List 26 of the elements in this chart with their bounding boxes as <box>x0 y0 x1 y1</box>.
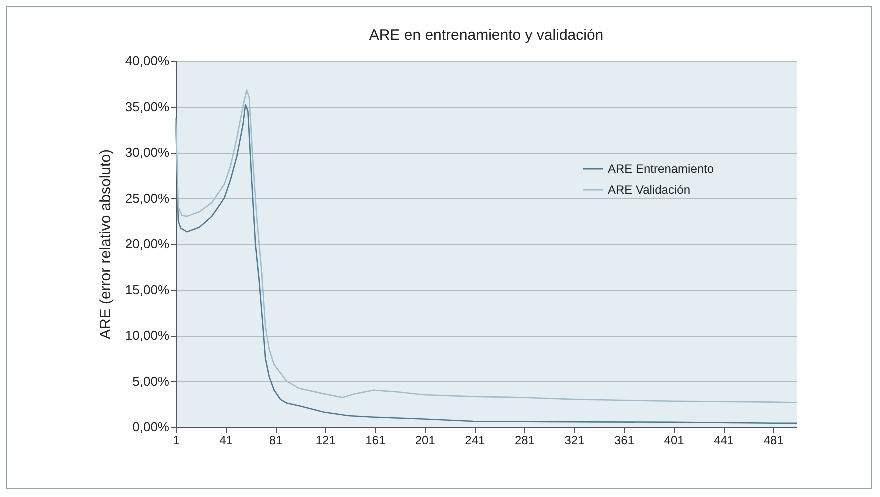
x-tick-label: 321 <box>564 434 586 448</box>
x-tick-label: 361 <box>614 434 635 448</box>
x-tick-label: 121 <box>316 434 336 448</box>
y-tick-label: 30,00% <box>125 145 170 160</box>
legend-label: ARE Entrenamiento <box>608 162 714 176</box>
chart-title: ARE en entrenamiento y validación <box>369 27 604 44</box>
y-tick-label: 40,00% <box>125 54 170 68</box>
x-tick-label: 281 <box>514 434 536 448</box>
x-tick-label: 161 <box>366 434 386 448</box>
x-tick-label: 201 <box>415 434 436 448</box>
x-tick-label: 401 <box>664 434 685 448</box>
y-tick-label: 10,00% <box>125 328 170 343</box>
x-tick-label: 481 <box>764 434 784 448</box>
y-tick-label: 20,00% <box>125 236 170 252</box>
y-tick-label: 0,00% <box>132 420 170 434</box>
x-tick-label: 241 <box>465 434 486 448</box>
y-tick-label: 25,00% <box>125 190 170 206</box>
x-tick-label: 441 <box>714 434 734 448</box>
y-tick-label: 15,00% <box>125 282 170 298</box>
y-tick-label: 5,00% <box>132 374 170 389</box>
x-tick-label: 1 <box>173 434 180 448</box>
legend-label: ARE Validación <box>608 183 690 197</box>
y-tick-label: 35,00% <box>125 99 170 114</box>
y-axis-title: ARE (error relativo absoluto) <box>97 149 114 340</box>
x-tick-label: 41 <box>220 434 234 448</box>
x-tick-label: 81 <box>269 434 284 448</box>
